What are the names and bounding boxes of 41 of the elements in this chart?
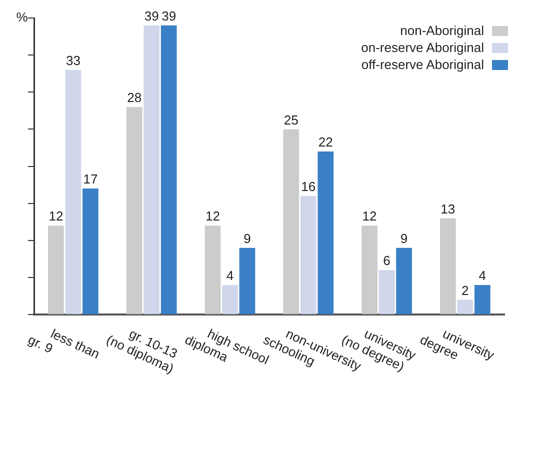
data-label: 12 xyxy=(48,208,64,224)
bar xyxy=(126,106,142,314)
data-label: 6 xyxy=(383,253,390,268)
data-label: 39 xyxy=(162,8,176,24)
legend-label: off-reserve Aboriginal xyxy=(361,57,484,72)
bar xyxy=(222,284,238,314)
bar xyxy=(65,70,82,314)
data-label: 12 xyxy=(206,208,220,224)
data-label: 12 xyxy=(362,208,377,224)
x-tick-label: less than gr. 9 xyxy=(26,326,102,362)
bar xyxy=(396,248,412,314)
bar xyxy=(283,129,300,314)
legend-label: on-reserve Aboriginal xyxy=(361,40,484,55)
data-label: 4 xyxy=(478,268,486,284)
data-label: 9 xyxy=(400,230,408,246)
bar xyxy=(440,218,456,314)
bar xyxy=(378,270,395,314)
data-label: 22 xyxy=(318,134,333,150)
data-label: 9 xyxy=(244,230,251,246)
bar xyxy=(474,284,490,314)
data-label: 2 xyxy=(462,282,469,298)
bar xyxy=(457,300,474,314)
bar xyxy=(300,196,316,314)
bar xyxy=(82,188,98,314)
data-label: 28 xyxy=(127,90,142,106)
data-label: 13 xyxy=(440,201,456,216)
bar xyxy=(48,226,64,314)
data-label: 25 xyxy=(284,112,298,128)
bar xyxy=(239,248,256,314)
bar xyxy=(318,151,334,314)
data-label: 17 xyxy=(83,172,98,187)
legend-label: non-Aboriginal xyxy=(400,23,484,38)
bar xyxy=(362,226,378,314)
data-label: 39 xyxy=(144,8,159,24)
bar xyxy=(160,25,177,314)
data-label: 33 xyxy=(66,52,80,68)
bar xyxy=(144,25,160,314)
y-axis-title: % xyxy=(16,10,28,25)
data-label: 4 xyxy=(226,268,234,284)
data-label: 16 xyxy=(301,179,316,194)
bar xyxy=(204,226,221,314)
